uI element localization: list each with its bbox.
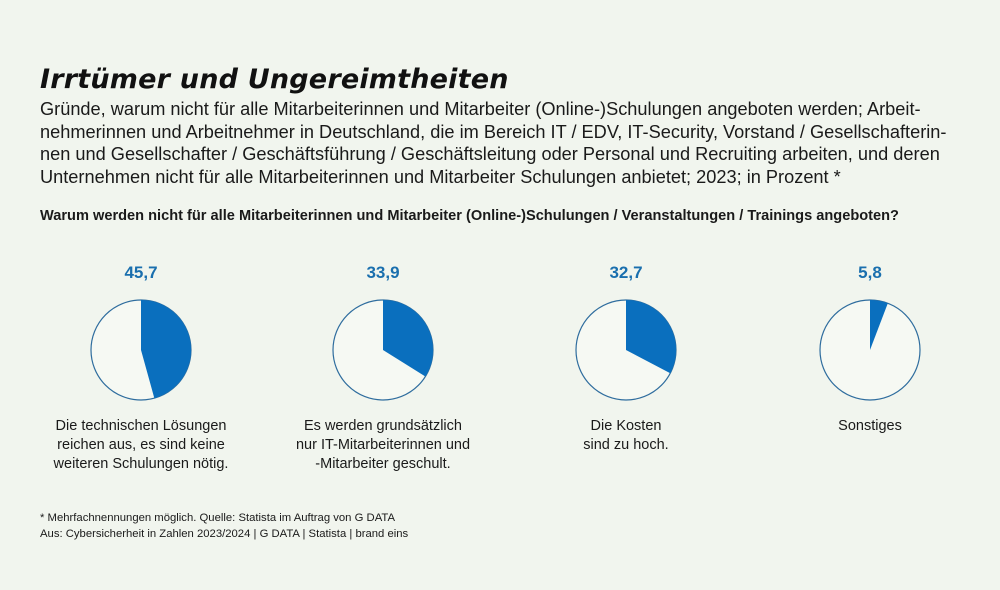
- pie-category-label: Die technischen Lösungen: [56, 418, 227, 434]
- footnote-credit: Aus: Cybersicherheit in Zahlen 2023/2024…: [40, 528, 409, 540]
- pie-value-label: 33,9: [366, 263, 399, 282]
- pie-category-label: nur IT-Mitarbeiterinnen und: [296, 437, 470, 453]
- pie-group: 33,9 Es werden grundsätzlich nur IT-Mitarb…: [296, 263, 470, 472]
- pie-value-label: 5,8: [858, 263, 882, 282]
- pie-slice: [626, 300, 676, 374]
- pie-category-label: -Mitarbeiter geschult.: [315, 456, 450, 472]
- pie-group: 32,7 Die Kosten sind zu hoch.: [575, 263, 677, 453]
- pie-group: 45,7 Die technischen Lösungen reichen aus,…: [53, 263, 229, 472]
- subtitle-line: Unternehmen nicht für alle Mitarbeiterin…: [40, 166, 841, 187]
- pie-group: 5,8 Sonstiges: [819, 263, 921, 434]
- pie-value-label: 32,7: [609, 263, 642, 282]
- pie-slice: [141, 300, 192, 399]
- pie-category-label: reichen aus, es sind keine: [57, 437, 225, 453]
- subtitle-line: nehmerinnen und Arbeitnehmer in Deutschl…: [40, 121, 947, 142]
- pie-category-label: Die Kosten: [591, 418, 662, 434]
- pie-value-label: 45,7: [124, 263, 157, 282]
- pie-category-label: sind zu hoch.: [583, 437, 668, 453]
- pie-category-label: Es werden grundsätzlich: [304, 418, 462, 434]
- footnote: * Mehrfachnennungen möglich. Quelle: Sta…: [40, 510, 408, 542]
- footnote-source: * Mehrfachnennungen möglich. Quelle: Sta…: [40, 512, 395, 524]
- survey-question: Warum werden nicht für alle Mitarbeiteri…: [40, 208, 899, 224]
- chart-title: Irrtümer und Ungereimtheiten: [40, 64, 509, 95]
- pie-slice: [383, 300, 433, 377]
- chart-subtitle: Gründe, warum nicht für alle Mitarbeiter…: [40, 98, 980, 188]
- pie-slice: [870, 300, 888, 350]
- pie-category-label: weiteren Schulungen nötig.: [53, 456, 229, 472]
- subtitle-line: Gründe, warum nicht für alle Mitarbeiter…: [40, 99, 921, 119]
- pie-category-label: Sonstiges: [838, 418, 902, 434]
- subtitle-line: nen und Gesellschafter / Geschäftsführun…: [40, 144, 940, 164]
